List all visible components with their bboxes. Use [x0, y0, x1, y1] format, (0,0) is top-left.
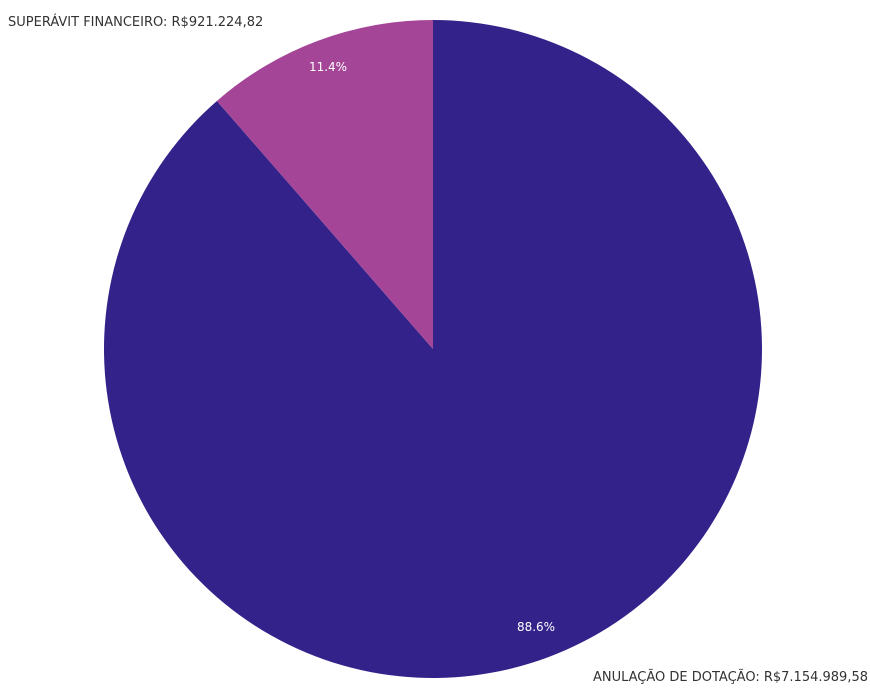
slice-category-label-2: SUPERÁVIT FINANCEIRO: R$921.224,82 — [8, 14, 263, 30]
pie-slice-2 — [216, 20, 433, 349]
slice-percent-label-2: 11.4% — [309, 60, 347, 74]
pie-labels: 88.6% 11.4% ANULAÇÃO DE DOTAÇÃO: R$7.154.9… — [8, 14, 868, 685]
slice-percent-label-1: 88.6% — [517, 620, 555, 634]
pie-slices — [104, 20, 763, 678]
pie-slice-1 — [104, 20, 763, 678]
slice-category-label-1: ANULAÇÃO DE DOTAÇÃO: R$7.154.989,58 — [593, 669, 868, 684]
